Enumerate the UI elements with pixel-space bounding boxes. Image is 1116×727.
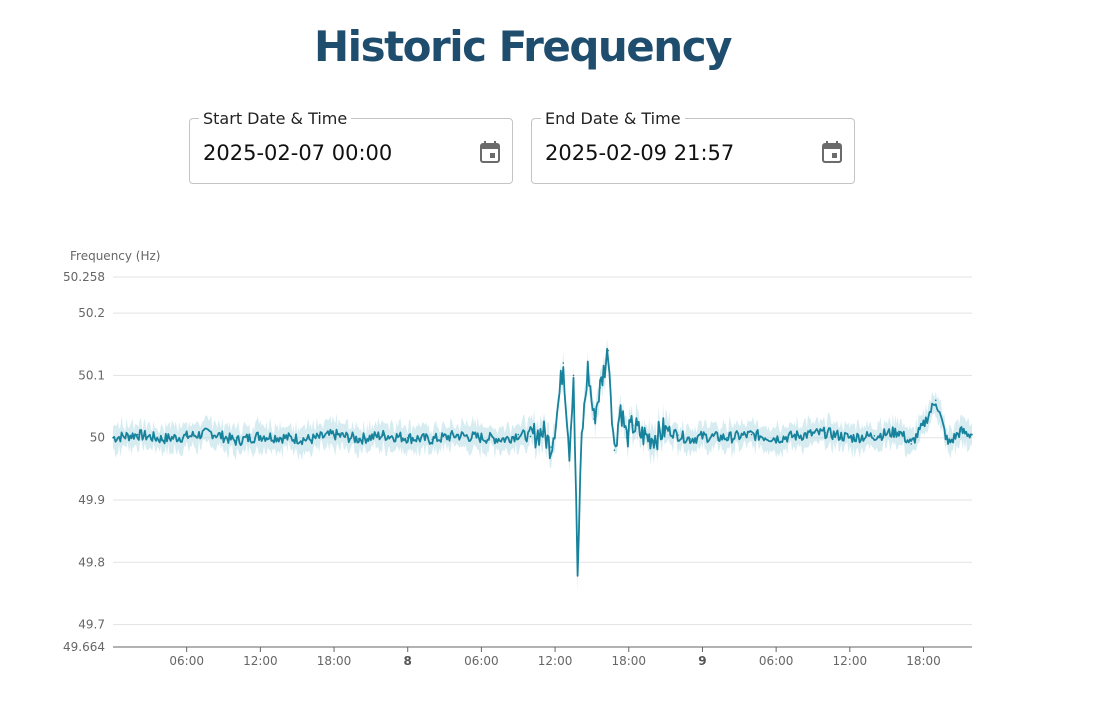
data-point — [333, 433, 335, 436]
data-point — [632, 424, 634, 427]
data-point — [664, 427, 667, 430]
x-tick-label: 18:00 — [317, 654, 352, 668]
data-point — [136, 433, 139, 436]
start-datetime-label: Start Date & Time — [199, 109, 352, 129]
data-point — [572, 374, 575, 377]
data-point — [656, 435, 659, 437]
data-point — [613, 449, 616, 451]
y-tick-label: 50.258 — [63, 270, 105, 284]
y-tick-label: 49.7 — [78, 618, 105, 632]
data-point — [576, 573, 579, 576]
data-point — [934, 399, 937, 402]
x-tick-label: 18:00 — [906, 654, 941, 668]
y-tick-label: 50.1 — [78, 368, 105, 382]
y-tick-label: 49.9 — [78, 493, 105, 507]
y-axis: 50.258 50.2 50.1 50 49.9 49.8 49.7 49.664 — [63, 270, 105, 654]
y-tick-label: 49.8 — [78, 555, 105, 569]
data-point — [824, 431, 827, 434]
chart-minmax-band — [113, 338, 972, 593]
calendar-icon[interactable] — [822, 141, 842, 163]
x-tick-label: 06:00 — [759, 654, 794, 668]
y-tick-label: 49.664 — [63, 640, 105, 654]
data-point — [431, 438, 434, 441]
data-point — [456, 434, 458, 437]
chart-series-line — [112, 347, 973, 577]
data-point — [701, 435, 704, 438]
data-point — [599, 387, 601, 389]
data-point — [947, 443, 949, 445]
series-line — [112, 347, 973, 577]
data-point — [587, 368, 589, 370]
data-point — [593, 418, 595, 420]
data-point — [529, 435, 532, 438]
data-point — [677, 434, 679, 437]
data-point — [357, 438, 360, 440]
data-point — [640, 433, 642, 436]
end-datetime-field[interactable]: End Date & Time 2025-02-09 21:57 — [531, 109, 855, 184]
data-point — [505, 438, 507, 440]
data-point — [775, 437, 777, 440]
data-point — [922, 424, 925, 427]
data-point — [689, 438, 691, 440]
data-point — [382, 434, 384, 437]
data-point — [799, 434, 802, 437]
data-point — [517, 433, 520, 436]
data-point — [562, 362, 565, 364]
data-point — [959, 430, 962, 433]
x-tick-label: 18:00 — [611, 654, 646, 668]
calendar-icon[interactable] — [480, 141, 500, 163]
data-point — [580, 436, 583, 439]
data-point — [210, 431, 213, 434]
x-tick-label: 12:00 — [833, 654, 868, 668]
end-datetime-label: End Date & Time — [541, 109, 685, 129]
min-max-band — [113, 338, 972, 593]
x-tick-label: 06:00 — [464, 654, 499, 668]
y-tick-label: 50.2 — [78, 306, 105, 320]
x-tick-label: 8 — [404, 654, 412, 668]
data-point — [568, 449, 571, 451]
start-datetime-value[interactable]: 2025-02-07 00:00 — [203, 141, 393, 165]
x-tick-label: 06:00 — [169, 654, 204, 668]
end-datetime-value[interactable]: 2025-02-09 21:57 — [545, 141, 735, 165]
x-axis: 06:00 12:00 18:00 8 06:00 12:00 18:00 9 06:00 12:… — [113, 646, 972, 668]
data-point — [161, 438, 163, 440]
data-point — [648, 436, 651, 439]
data-point — [480, 436, 483, 439]
data-point — [849, 436, 851, 439]
data-point — [750, 433, 753, 436]
data-point — [607, 349, 610, 352]
data-point — [284, 436, 286, 439]
data-point — [619, 405, 622, 408]
page-title: Historic Frequency — [314, 22, 732, 71]
frequency-chart[interactable]: 50.258 50.2 50.1 50 49.9 49.8 49.7 49.664 06:00… — [0, 240, 1000, 680]
y-tick-label: 50 — [90, 431, 105, 445]
data-point — [235, 440, 237, 442]
x-tick-label: 12:00 — [538, 654, 573, 668]
x-tick-label: 9 — [698, 654, 706, 668]
data-point — [550, 446, 552, 448]
data-point — [185, 435, 188, 438]
start-datetime-field[interactable]: Start Date & Time 2025-02-07 00:00 — [189, 109, 513, 184]
data-point — [910, 443, 913, 445]
data-point — [542, 430, 544, 433]
data-point — [112, 436, 114, 439]
data-point — [308, 438, 311, 441]
x-tick-label: 12:00 — [243, 654, 278, 668]
data-point — [898, 430, 900, 433]
data-point — [971, 433, 973, 436]
data-point — [556, 411, 558, 414]
y-axis-label: Frequency (Hz) — [70, 249, 161, 263]
data-point — [625, 436, 628, 439]
data-point — [259, 435, 262, 437]
data-point — [873, 435, 876, 437]
data-point — [726, 436, 728, 439]
data-point — [406, 436, 409, 439]
